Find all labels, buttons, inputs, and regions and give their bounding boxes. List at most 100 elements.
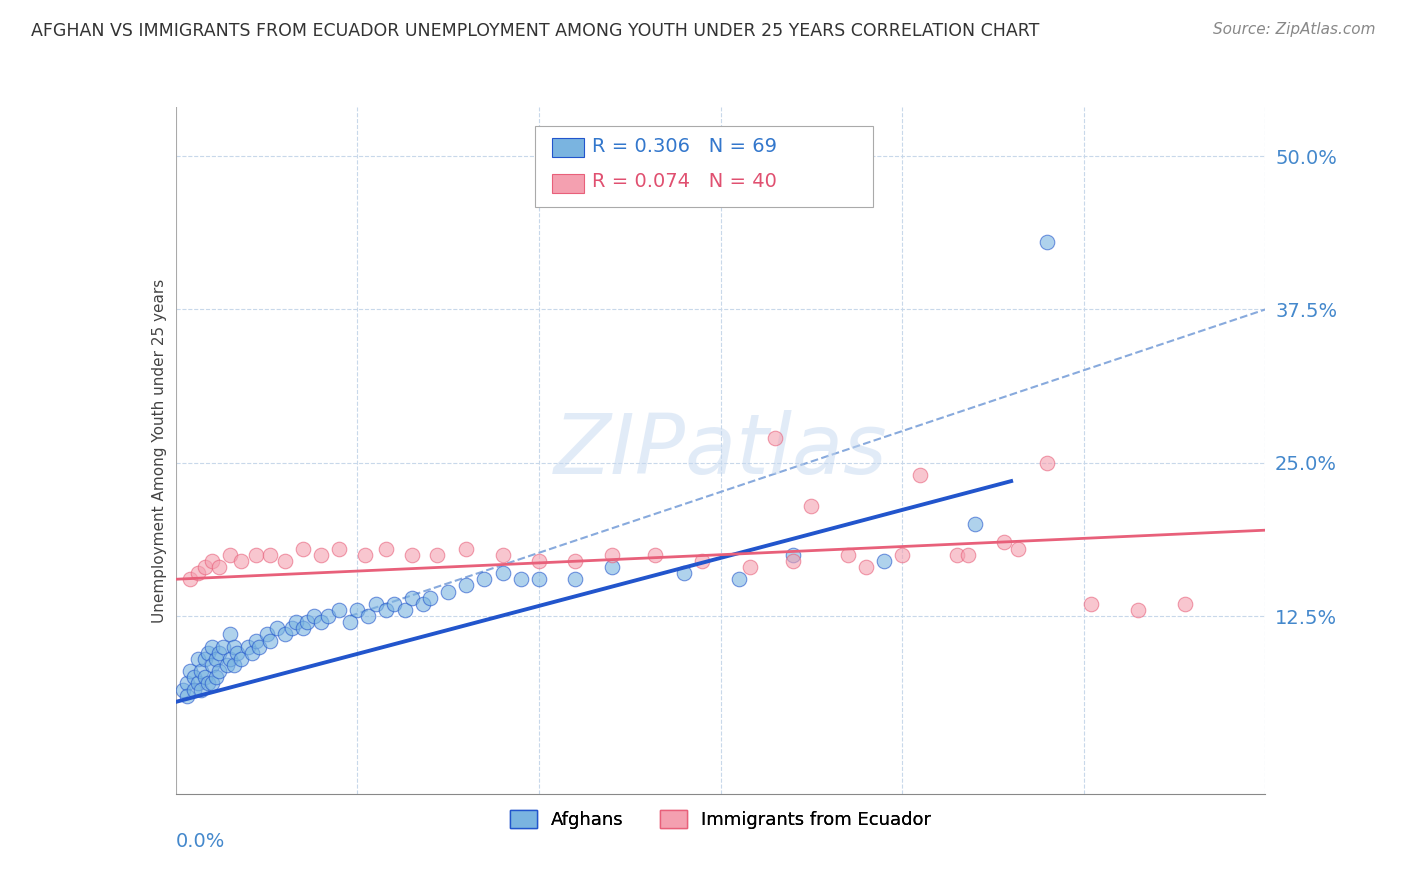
Point: [194, 560, 217, 574]
FancyBboxPatch shape: [551, 138, 585, 157]
Point: [328, 541, 350, 556]
Point: [208, 646, 231, 660]
Point: [963, 517, 986, 532]
Point: [194, 652, 217, 666]
Point: [176, 689, 198, 703]
Point: [600, 560, 623, 574]
Point: [401, 548, 423, 562]
Text: 0.0%: 0.0%: [176, 831, 225, 851]
Point: [183, 682, 205, 697]
Point: [564, 572, 586, 586]
Point: [186, 652, 209, 666]
Point: [353, 548, 375, 562]
Point: [204, 670, 226, 684]
Point: [328, 603, 350, 617]
FancyBboxPatch shape: [551, 174, 585, 193]
Point: [176, 676, 198, 690]
Point: [281, 621, 304, 635]
Text: Source: ZipAtlas.com: Source: ZipAtlas.com: [1212, 22, 1375, 37]
Point: [266, 621, 288, 635]
Point: [692, 554, 714, 568]
Point: [291, 621, 314, 635]
Point: [346, 603, 368, 617]
Point: [259, 548, 281, 562]
Point: [197, 646, 219, 660]
Point: [426, 548, 449, 562]
Point: [179, 664, 201, 679]
Point: [190, 682, 212, 697]
Text: ZIPatlas: ZIPatlas: [554, 410, 887, 491]
Point: [456, 578, 478, 592]
Point: [1036, 456, 1059, 470]
Point: [309, 615, 332, 630]
Legend: Afghans, Immigrants from Ecuador: Afghans, Immigrants from Ecuador: [502, 803, 939, 837]
Point: [219, 652, 242, 666]
Point: [284, 615, 307, 630]
Point: [295, 615, 318, 630]
Point: [394, 603, 416, 617]
Point: [183, 670, 205, 684]
Point: [226, 646, 249, 660]
Point: [204, 652, 226, 666]
Point: [201, 676, 224, 690]
Point: [437, 584, 460, 599]
Point: [527, 554, 550, 568]
Point: [738, 560, 761, 574]
Point: [492, 548, 515, 562]
Point: [375, 603, 398, 617]
Point: [231, 652, 253, 666]
Point: [208, 560, 231, 574]
Point: [190, 664, 212, 679]
Point: [873, 554, 896, 568]
Point: [412, 597, 434, 611]
Point: [782, 554, 804, 568]
Point: [644, 548, 666, 562]
Point: [219, 627, 242, 641]
Point: [274, 627, 297, 641]
Point: [208, 664, 231, 679]
Point: [382, 597, 405, 611]
Point: [186, 566, 209, 581]
Point: [509, 572, 531, 586]
Point: [474, 572, 496, 586]
Point: [855, 560, 877, 574]
Point: [194, 670, 217, 684]
Point: [1174, 597, 1197, 611]
Point: [256, 627, 278, 641]
Point: [274, 554, 297, 568]
Y-axis label: Unemployment Among Youth under 25 years: Unemployment Among Youth under 25 years: [152, 278, 167, 623]
Point: [179, 572, 201, 586]
Point: [357, 609, 380, 624]
Point: [212, 640, 235, 654]
Point: [219, 548, 242, 562]
Point: [419, 591, 441, 605]
Point: [339, 615, 361, 630]
Point: [201, 640, 224, 654]
Point: [945, 548, 967, 562]
Point: [956, 548, 979, 562]
Point: [197, 676, 219, 690]
Point: [215, 658, 238, 673]
Point: [600, 548, 623, 562]
Point: [201, 658, 224, 673]
Point: [910, 467, 932, 482]
Point: [993, 535, 1015, 549]
Point: [1036, 235, 1059, 249]
Point: [291, 541, 314, 556]
Point: [238, 640, 260, 654]
Point: [222, 640, 245, 654]
Text: R = 0.306   N = 69: R = 0.306 N = 69: [592, 136, 778, 156]
Point: [782, 548, 804, 562]
Text: AFGHAN VS IMMIGRANTS FROM ECUADOR UNEMPLOYMENT AMONG YOUTH UNDER 25 YEARS CORREL: AFGHAN VS IMMIGRANTS FROM ECUADOR UNEMPL…: [31, 22, 1039, 40]
Point: [240, 646, 263, 660]
Point: [492, 566, 515, 581]
Point: [673, 566, 696, 581]
FancyBboxPatch shape: [536, 126, 873, 207]
Point: [201, 554, 224, 568]
Text: R = 0.074   N = 40: R = 0.074 N = 40: [592, 172, 778, 192]
Point: [186, 676, 209, 690]
Point: [401, 591, 423, 605]
Point: [245, 548, 267, 562]
Point: [222, 658, 245, 673]
Point: [302, 609, 325, 624]
